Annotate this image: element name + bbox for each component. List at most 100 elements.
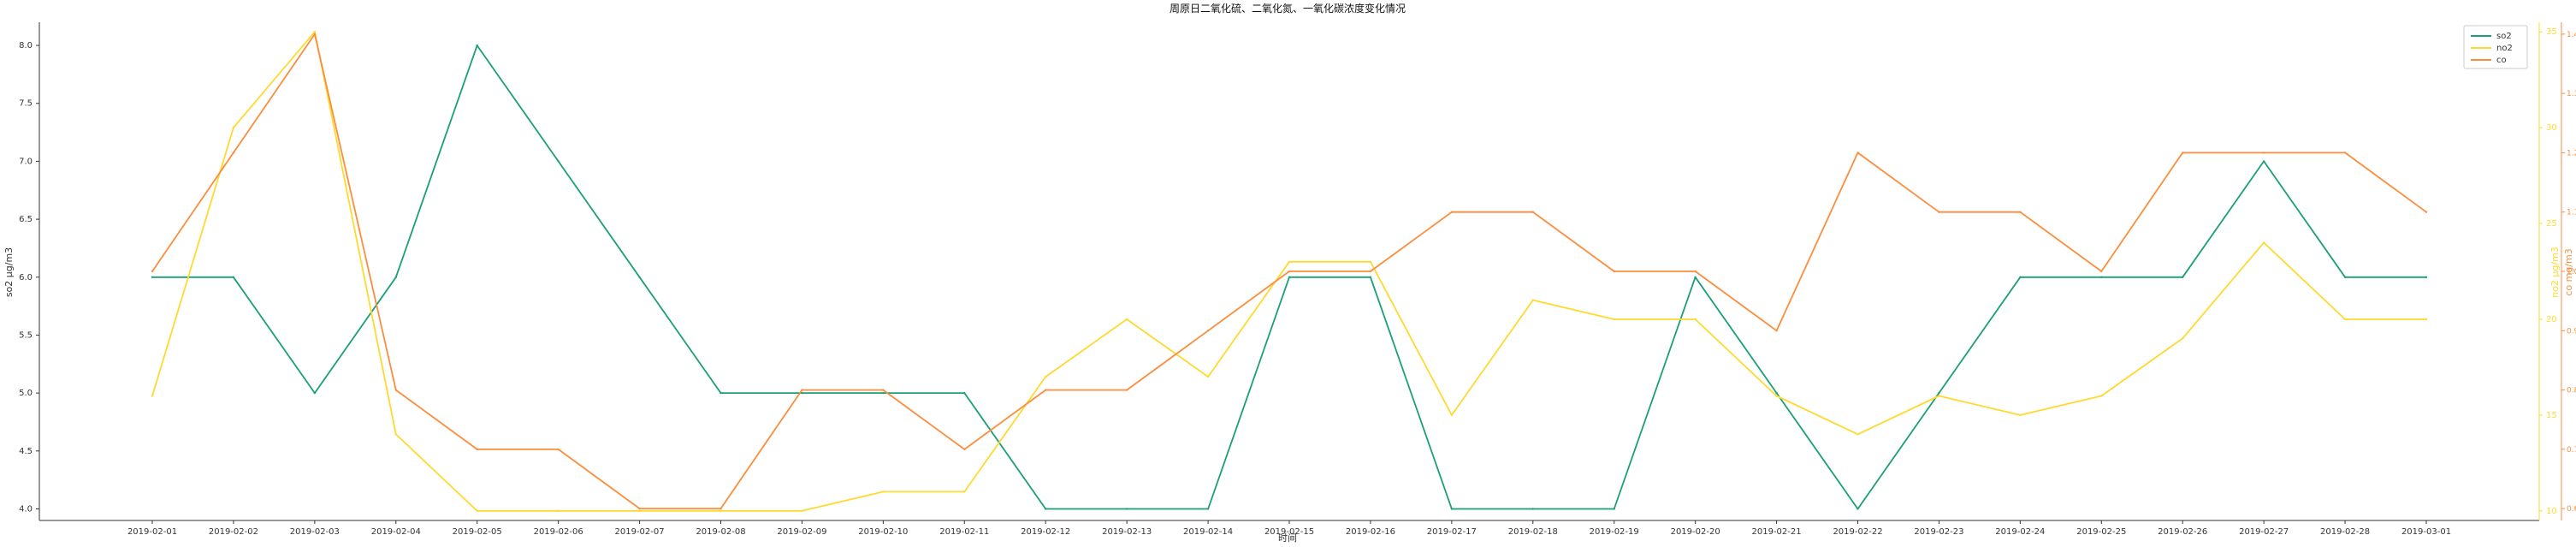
y-tick-label-left: 4.5 bbox=[19, 447, 33, 456]
data-point-co bbox=[963, 448, 966, 451]
axes-layer: 2019-02-01 2019-02-02 2019-02-03 2019-02-04… bbox=[19, 22, 2576, 537]
data-point-no2 bbox=[1206, 375, 1210, 378]
data-point-co bbox=[1450, 211, 1454, 213]
data-point-co bbox=[2182, 152, 2184, 154]
data-point-co bbox=[1045, 389, 1047, 391]
data-point-co bbox=[2019, 211, 2022, 213]
x-tick-label: 2019-02-13 bbox=[1102, 527, 1152, 537]
data-point-co bbox=[2343, 152, 2347, 154]
y-tick-label-left: 6.5 bbox=[19, 215, 33, 224]
data-point-so2 bbox=[1206, 508, 1210, 510]
data-point-so2 bbox=[151, 276, 154, 278]
data-point-so2 bbox=[313, 391, 317, 395]
x-tick-label: 2019-02-02 bbox=[209, 527, 258, 537]
x-tick-label: 2019-02-06 bbox=[534, 527, 583, 537]
x-tick-label: 2019-02-20 bbox=[1671, 527, 1720, 537]
data-point-no2 bbox=[720, 509, 722, 513]
data-point-co bbox=[232, 152, 235, 154]
data-point-no2 bbox=[557, 509, 560, 513]
data-point-co bbox=[1531, 211, 1534, 213]
data-point-so2 bbox=[2262, 160, 2265, 163]
data-point-so2 bbox=[2019, 276, 2022, 278]
data-point-so2 bbox=[1125, 508, 1128, 510]
data-point-co bbox=[801, 389, 803, 391]
data-point-so2 bbox=[801, 391, 803, 395]
y-tick-label-right-inner: 25 bbox=[2546, 219, 2557, 229]
x-axis-label: 时间 bbox=[1278, 532, 1297, 544]
y-tick-label-right-outer: 0.7 bbox=[2567, 446, 2576, 455]
data-point-so2 bbox=[882, 391, 885, 395]
data-point-co bbox=[151, 270, 154, 273]
y-tick-label-right-inner: 15 bbox=[2546, 411, 2557, 420]
x-tick-label: 2019-02-25 bbox=[2076, 527, 2126, 537]
x-tick-label: 2019-02-07 bbox=[615, 527, 665, 537]
y-axis-label-left: so2 μg/m3 bbox=[3, 247, 15, 297]
data-point-no2 bbox=[1531, 299, 1534, 301]
data-point-so2 bbox=[1450, 508, 1454, 510]
y-tick-label-right-inner: 35 bbox=[2546, 27, 2557, 37]
y-tick-label-right-outer: 0.9 bbox=[2567, 327, 2576, 336]
data-point-co bbox=[1938, 211, 1940, 213]
legend: so2 no2 co bbox=[2463, 25, 2528, 69]
data-point-co bbox=[720, 507, 722, 510]
data-point-so2 bbox=[2100, 276, 2103, 278]
y-tick-label-left: 5.0 bbox=[19, 389, 33, 398]
data-point-so2 bbox=[1531, 508, 1534, 510]
data-point-no2 bbox=[1045, 375, 1047, 378]
data-point-so2 bbox=[232, 276, 235, 278]
data-point-so2 bbox=[720, 391, 722, 395]
data-point-co bbox=[476, 448, 478, 451]
data-point-so2 bbox=[557, 160, 560, 163]
x-tick-label: 2019-02-19 bbox=[1590, 527, 1639, 537]
data-point-co bbox=[1856, 152, 1859, 154]
data-point-co bbox=[1369, 270, 1372, 273]
data-point-so2 bbox=[1288, 276, 1291, 278]
data-point-co bbox=[557, 448, 560, 451]
x-tick-label: 2019-02-12 bbox=[1021, 527, 1070, 537]
y-axis-label-right-outer: co mg/m3 bbox=[2563, 248, 2574, 295]
data-point-no2 bbox=[1856, 433, 1859, 436]
x-tick-label: 2019-02-15 bbox=[1264, 527, 1314, 537]
y-tick-label-right-outer: 1.4 bbox=[2567, 31, 2576, 39]
y-tick-label-right-inner: 30 bbox=[2546, 123, 2557, 133]
data-point-co bbox=[638, 507, 641, 510]
data-point-no2 bbox=[1694, 318, 1697, 321]
data-point-co bbox=[1613, 270, 1615, 273]
data-point-no2 bbox=[1450, 413, 1454, 417]
y-tick-label-right-outer: 1.1 bbox=[2567, 209, 2576, 217]
data-point-no2 bbox=[2425, 318, 2428, 321]
data-point-so2 bbox=[1694, 276, 1697, 278]
x-tick-label: 2019-02-24 bbox=[1995, 527, 2045, 537]
x-tick-label: 2019-02-26 bbox=[2158, 527, 2207, 537]
x-tick-label: 2019-02-28 bbox=[2320, 527, 2370, 537]
data-point-so2 bbox=[394, 276, 397, 278]
data-point-co bbox=[313, 33, 317, 36]
x-tick-label: 2019-02-21 bbox=[1752, 527, 1802, 537]
data-point-no2 bbox=[1369, 260, 1372, 264]
y-tick-label-right-outer: 1.0 bbox=[2567, 268, 2576, 276]
data-point-co bbox=[882, 389, 885, 391]
x-tick-label: 2019-02-03 bbox=[290, 527, 340, 537]
data-point-co bbox=[1125, 389, 1128, 391]
y-tick-label-right-inner: 20 bbox=[2546, 315, 2557, 324]
x-tick-label: 2019-02-17 bbox=[1427, 527, 1477, 537]
y-tick-label-right-outer: 0.8 bbox=[2567, 387, 2576, 395]
data-point-co bbox=[2100, 270, 2103, 273]
data-point-no2 bbox=[2262, 241, 2265, 244]
data-point-co bbox=[394, 389, 397, 391]
x-tick-label: 2019-02-23 bbox=[1914, 527, 1963, 537]
data-point-so2 bbox=[963, 391, 966, 395]
x-tick-label: 2019-02-11 bbox=[939, 527, 989, 537]
chart-title: 周原日二氧化硫、二氧化氮、一氧化碳浓度变化情况 bbox=[1170, 2, 1406, 15]
data-point-no2 bbox=[882, 491, 885, 493]
data-point-no2 bbox=[2100, 395, 2103, 397]
x-tick-label: 2019-02-18 bbox=[1508, 527, 1558, 537]
data-point-so2 bbox=[2425, 276, 2428, 278]
y-tick-label-left: 4.0 bbox=[19, 504, 33, 514]
data-point-no2 bbox=[1613, 318, 1615, 321]
data-point-so2 bbox=[1369, 276, 1372, 278]
y-tick-label-right-outer: 1.3 bbox=[2567, 90, 2576, 98]
y-tick-label-right-outer: 0.6 bbox=[2567, 505, 2576, 514]
y-tick-label-right-outer: 1.2 bbox=[2567, 149, 2576, 158]
